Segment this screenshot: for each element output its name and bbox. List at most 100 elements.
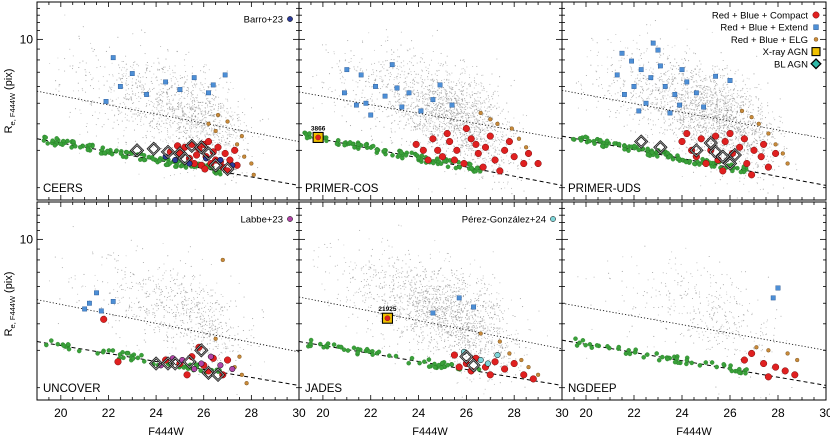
panels-grid: 10 CEERS Barro+23 3866 PRIMER-COS PRIMER-UDS R… [20,1,830,420]
elg-source-marker [478,331,483,336]
compact-source-marker [472,140,480,148]
bl-agn-marker-inner [195,140,208,154]
panel-frame [36,1,300,201]
extend-source-marker [206,90,211,96]
background-galaxies [48,226,271,396]
panel-frame [298,201,563,401]
extend-source-marker [342,90,347,96]
plot-area: 21925 [299,224,562,399]
extend-source-marker [382,93,388,99]
compact-source-marker [501,365,509,373]
panel-name: UNCOVER [43,383,101,395]
point-sources [306,337,482,374]
compact-source-marker [520,159,528,168]
panel-ngdeep: 20 22 24 26 28 30 NGDEEP [561,201,830,420]
compact-source-marker [743,159,751,168]
extend-source-marker [713,73,719,79]
y-axis-label-bottom-main: R [3,328,15,336]
compact-source-marker [429,135,437,143]
elg-source-marker [519,357,524,363]
y-axis-label-bottom: Re, F444W (pix) [3,272,17,337]
elg-source-marker [524,145,529,150]
extend-source-marker [614,72,620,78]
extend-source-marker [430,97,436,103]
extend-source-marker [701,104,707,110]
bl-agn-marker-inner [709,145,722,159]
elg-source-marker [242,154,247,159]
compact-source-marker [760,359,768,368]
extend-source-marker [368,112,374,118]
bl-agn-marker-inner [704,136,718,150]
bl-agn-marker-inner [202,147,215,160]
compact-source-marker [740,135,748,143]
extend-source-marker [770,295,776,301]
literature-source-marker [494,352,501,359]
compact-source-marker [757,153,765,161]
compact-source-marker [496,167,504,175]
extend-source-marker [679,67,685,73]
background-galaxies [312,224,548,399]
y-tick-label: 10 [20,32,34,46]
elg-source-marker [237,354,242,359]
elg-source-marker [213,128,218,134]
reference-label: Pérez-González+24 [462,215,546,226]
bl-agn-marker-inner [460,350,473,363]
bl-agn-marker-inner [149,357,163,370]
compact-source-marker [678,137,686,146]
compact-source-marker [481,143,490,151]
compact-source-marker [201,165,209,173]
compact-source-marker [486,132,494,140]
elg-source-marker [507,351,512,356]
bl-agn-marker-inner [202,366,215,380]
bl-agn-marker-inner [211,368,225,382]
bl-agn-marker-inner [161,145,175,159]
extend-source-marker [437,82,443,88]
bl-agn-marker-inner [654,140,667,154]
extend-source-marker [144,92,149,97]
y-axis-label-bottom-sub: e, F444W [8,295,17,328]
y-axis-label-bottom-unit: (pix) [3,272,15,293]
elg-source-marker [239,134,244,139]
compact-source-marker [529,375,537,383]
panel-name: PRIMER-UDS [568,183,641,195]
extend-source-marker [110,299,116,304]
x-tick-label: 22 [364,406,378,420]
legend-marker-compact [812,11,820,19]
compact-source-marker [520,371,528,379]
compact-source-marker [501,146,509,154]
elg-source-marker [754,345,759,350]
elg-source-marker [795,357,800,363]
extend-source-marker [394,85,400,91]
x-axis-label-left: F444W [148,426,184,437]
elg-source-marker [497,339,502,344]
extend-source-marker [399,104,405,110]
elg-source-marker [488,117,493,122]
plot-area [562,245,826,399]
elg-source-marker [213,336,218,341]
compact-source-marker [491,156,499,164]
compact-source-marker [772,149,780,158]
extend-source-marker [191,75,197,81]
x-tick-label: 28 [771,406,785,420]
panel-uncover: 20 22 24 26 28 30 10 UNCOVER Labbe+23 [20,201,306,420]
compact-source-marker [479,163,487,171]
plot-area [37,226,299,396]
bl-agn-marker-inner [147,142,161,156]
extend-source-marker [658,63,663,69]
literature-source-marker [484,360,491,367]
x-tick-label: 26 [197,406,211,420]
extend-source-marker [471,304,476,310]
compact-source-marker [460,159,468,168]
plot-area [37,14,299,190]
extend-source-marker [389,62,395,68]
extend-source-marker [210,82,216,88]
compact-source-marker [446,137,454,146]
extend-source-marker [662,84,668,89]
compact-source-marker [424,156,432,164]
compact-source-marker [193,151,201,159]
compact-source-marker [223,356,232,364]
extend-source-marker [677,102,683,108]
compact-source-marker [719,167,727,175]
